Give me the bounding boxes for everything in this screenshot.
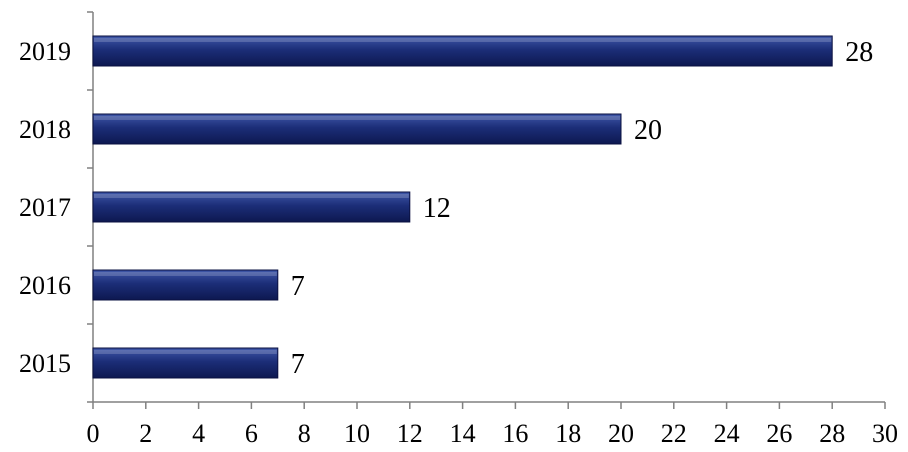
x-tick-label: 4: [192, 419, 205, 448]
data-label-2015: 7: [291, 349, 305, 380]
y-tick-label: 2015: [19, 349, 71, 378]
bar-highlight: [94, 272, 277, 276]
data-label-2018: 20: [634, 115, 662, 146]
x-tick-label: 0: [87, 419, 100, 448]
x-tick-label: 30: [872, 419, 898, 448]
y-tick-label: 2017: [19, 193, 71, 222]
y-tick-label: 2016: [19, 271, 71, 300]
x-tick-label: 6: [245, 419, 258, 448]
bar-highlight: [94, 38, 831, 42]
data-label-2016: 7: [291, 271, 305, 302]
x-tick-label: 24: [714, 419, 740, 448]
x-tick-label: 28: [819, 419, 845, 448]
x-tick-label: 14: [450, 419, 476, 448]
bar-highlight: [94, 116, 620, 120]
x-tick-label: 26: [766, 419, 792, 448]
bar-highlight: [94, 194, 409, 198]
data-label-2017: 12: [423, 193, 451, 224]
x-tick-label: 16: [502, 419, 528, 448]
bar-highlight: [94, 350, 277, 354]
data-label-2019: 28: [845, 37, 873, 68]
x-tick-label: 18: [555, 419, 581, 448]
x-tick-label: 12: [397, 419, 423, 448]
y-tick-label: 2019: [19, 37, 71, 66]
x-tick-label: 20: [608, 419, 634, 448]
y-tick-label: 2018: [19, 115, 71, 144]
x-tick-label: 10: [344, 419, 370, 448]
x-tick-label: 22: [661, 419, 687, 448]
x-tick-label: 2: [139, 419, 152, 448]
x-tick-label: 8: [298, 419, 311, 448]
